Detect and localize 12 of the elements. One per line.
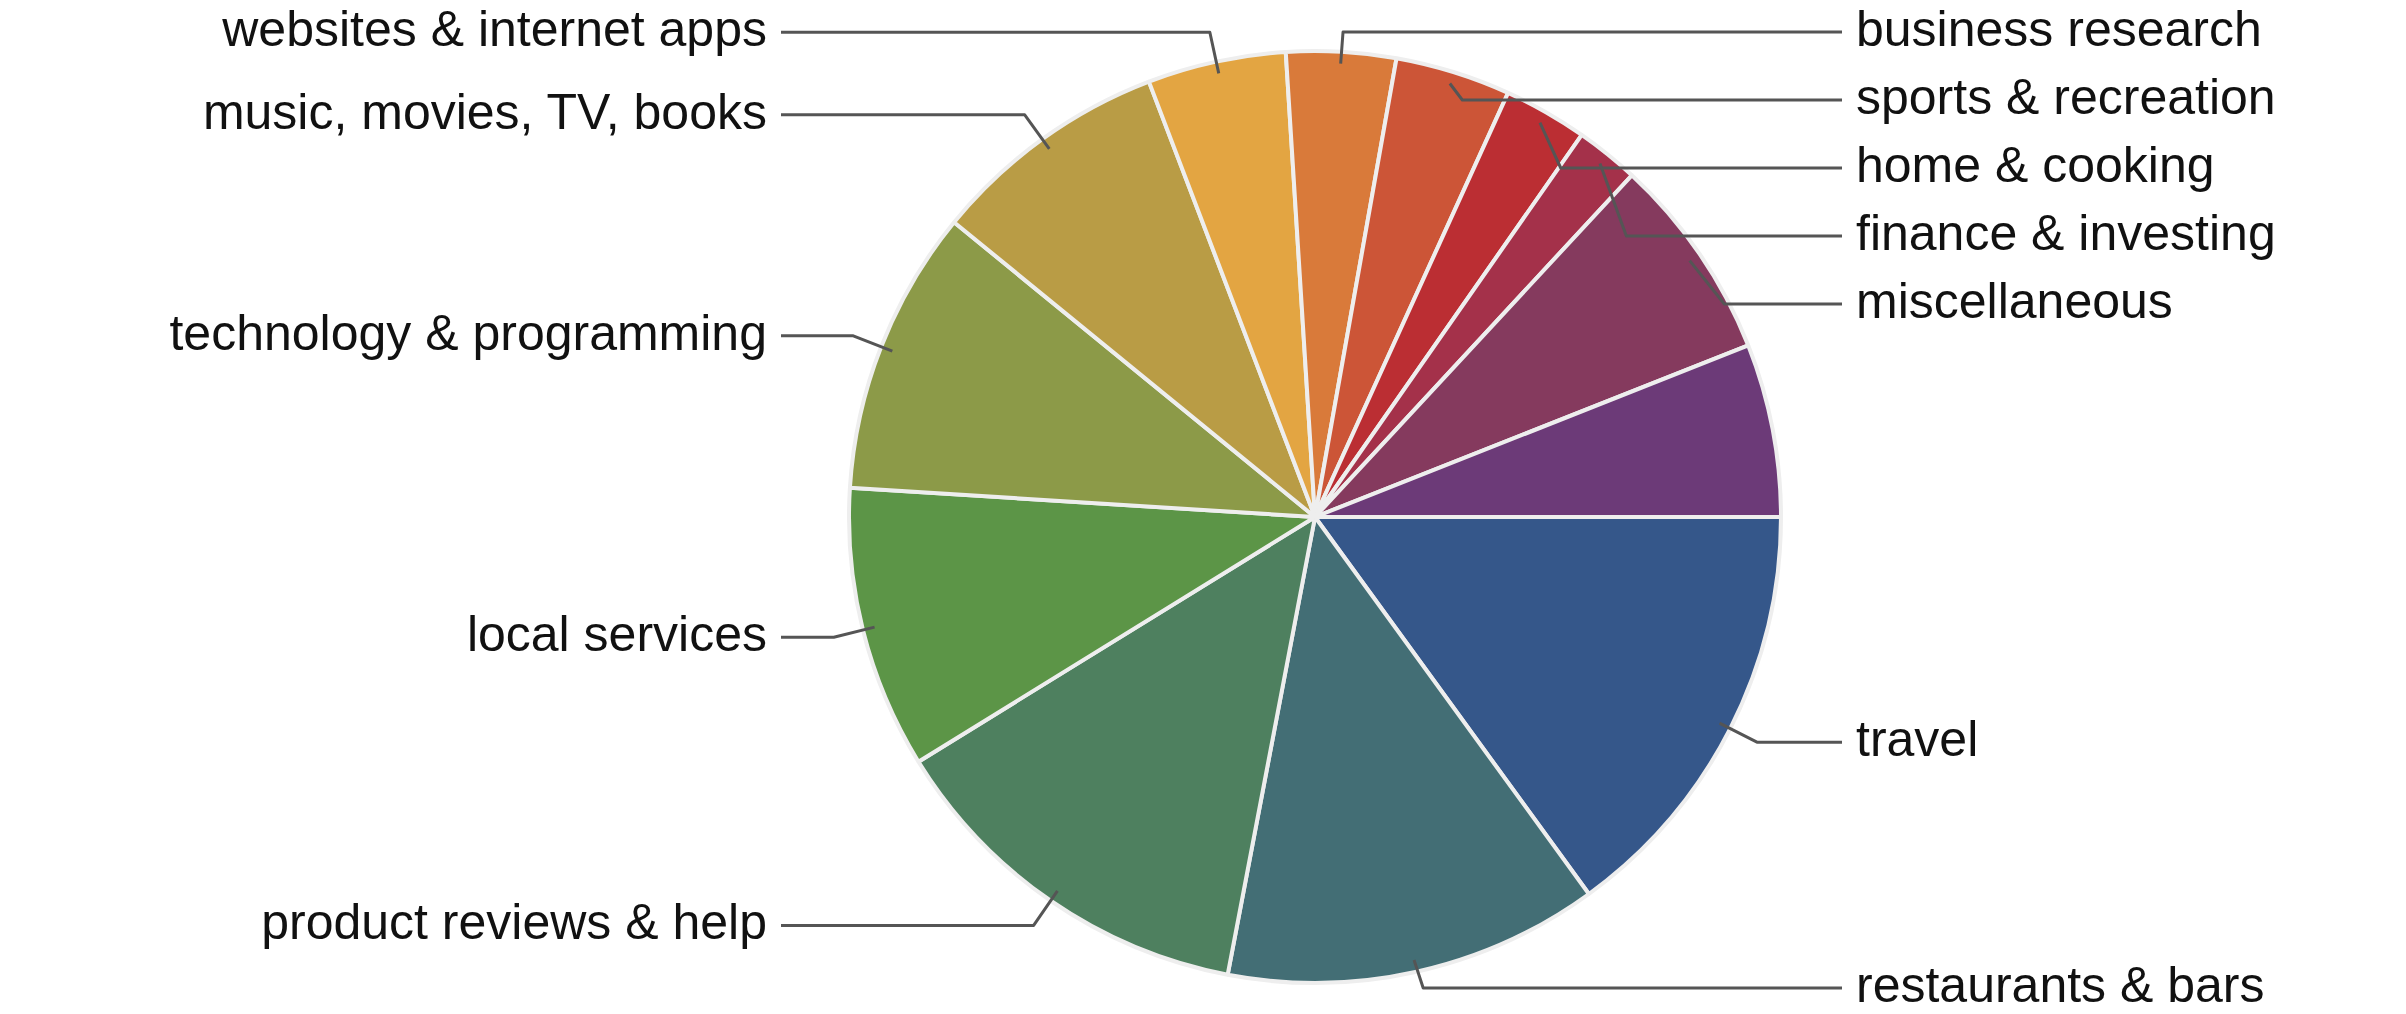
slice-label: home & cooking <box>1856 136 2215 193</box>
slice-label: miscellaneous <box>1856 272 2173 329</box>
slice-label: sports & recreation <box>1856 68 2276 125</box>
slice-label: business research <box>1856 0 2262 57</box>
slice-label: local services <box>466 606 767 663</box>
slice-label: product reviews & help <box>261 894 767 951</box>
slice-label: music, movies, TV, books <box>202 83 767 140</box>
slice-label: technology & programming <box>169 304 767 361</box>
slice-label: websites & internet apps <box>221 1 767 58</box>
slice-label: restaurants & bars <box>1856 956 2265 1013</box>
slice-label: travel <box>1856 710 1979 767</box>
slice-label: finance & investing <box>1856 204 2276 261</box>
